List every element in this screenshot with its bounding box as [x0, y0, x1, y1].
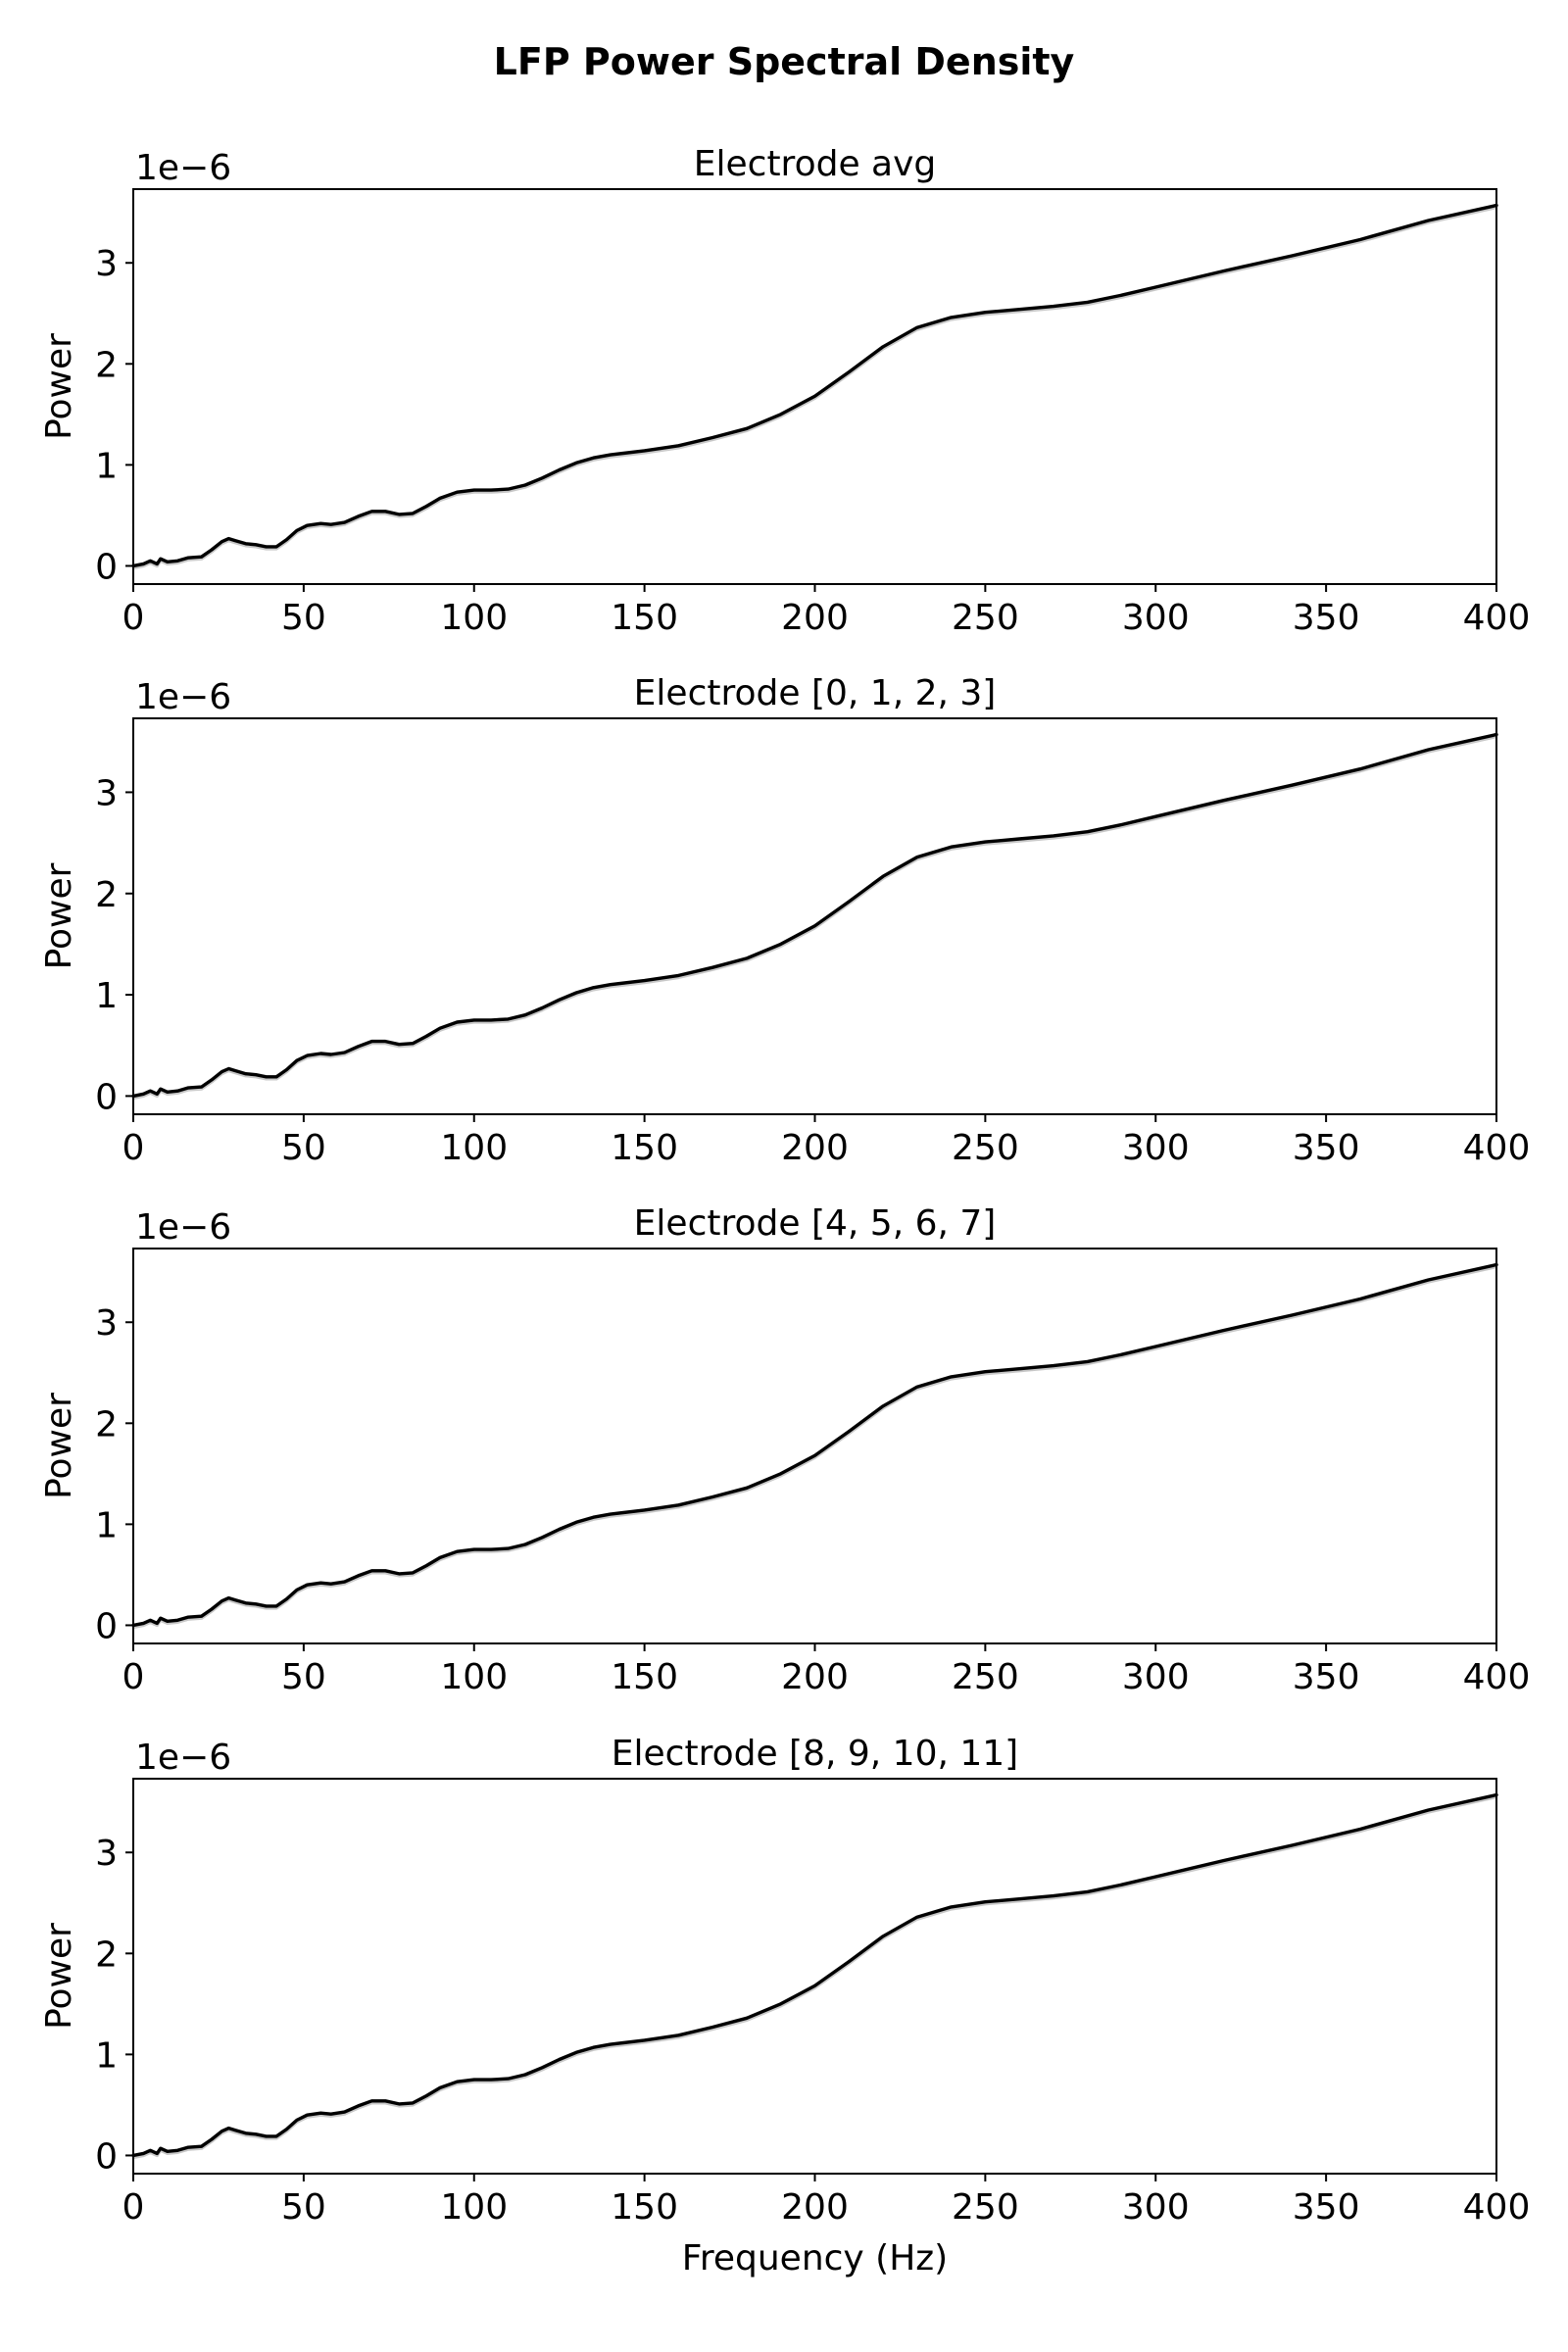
x-tick-label: 50	[281, 1657, 326, 1697]
x-tick-label: 150	[611, 598, 678, 638]
y-offset-label: 1e−6	[135, 148, 231, 188]
x-tick-label: 0	[122, 1128, 145, 1168]
x-tick-label: 300	[1122, 1657, 1190, 1697]
x-tick-label: 400	[1463, 598, 1531, 638]
y-axis-label: Power	[39, 333, 79, 440]
x-tick-label: 200	[781, 598, 849, 638]
x-tick-label: 300	[1122, 2187, 1190, 2228]
y-tick-label: 2	[95, 1935, 118, 1975]
x-tick-label: 250	[952, 1128, 1019, 1168]
x-tick-label: 150	[611, 1657, 678, 1697]
x-tick-label: 250	[952, 598, 1019, 638]
panel-title: Electrode [0, 1, 2, 3]	[634, 673, 997, 713]
x-tick-label: 350	[1293, 2187, 1360, 2228]
x-tick-label: 300	[1122, 1128, 1190, 1168]
panel-title: Electrode [8, 9, 10, 11]	[612, 1734, 1018, 1774]
x-tick-label: 200	[781, 1128, 849, 1168]
panel-title: Electrode avg	[694, 144, 937, 184]
x-tick-label: 350	[1293, 1657, 1360, 1697]
x-tick-label: 50	[281, 598, 326, 638]
x-tick-label: 200	[781, 1657, 849, 1697]
x-tick-label: 100	[440, 598, 508, 638]
y-axis-label: Power	[39, 1923, 79, 2030]
y-tick-label: 0	[95, 1077, 118, 1117]
psd-series-line	[131, 1792, 1498, 2158]
x-tick-label: 250	[952, 1657, 1019, 1697]
y-tick-label: 3	[95, 1303, 118, 1344]
panel-1: 0 50 100 150 200 250 300 350 400 0 1 2 3 1e−6 Electrod…	[39, 144, 1530, 638]
y-tick-label: 0	[95, 1606, 118, 1646]
x-tick-label: 50	[281, 1128, 326, 1168]
x-tick-label: 0	[122, 1657, 145, 1697]
y-offset-label: 1e−6	[135, 677, 231, 717]
x-tick-label: 300	[1122, 598, 1190, 638]
x-tick-label: 350	[1293, 1128, 1360, 1168]
x-tick-label: 400	[1463, 1128, 1531, 1168]
x-axis-label: Frequency (Hz)	[682, 2238, 948, 2278]
x-tick-label: 200	[781, 2187, 849, 2228]
x-tick-label: 400	[1463, 1657, 1531, 1697]
x-tick-label: 100	[440, 2187, 508, 2228]
x-tick-label: 350	[1293, 598, 1360, 638]
y-tick-label: 3	[95, 244, 118, 284]
y-axis-label: Power	[39, 862, 79, 969]
y-tick-label: 0	[95, 2136, 118, 2177]
y-tick-label: 0	[95, 547, 118, 587]
y-tick-label: 2	[95, 875, 118, 915]
psd-series-line	[131, 1262, 1498, 1628]
panel-4: 0 50 100 150 200 250 300 350 400 0 1 2 3 1e−6 Electrod…	[39, 1734, 1530, 2278]
panel-2: 0 50 100 150 200 250 300 350 400 0 1 2 3 1e−6 Electrod…	[39, 673, 1530, 1168]
y-offset-label: 1e−6	[135, 1207, 231, 1248]
psd-series-line	[131, 203, 1498, 568]
x-tick-label: 250	[952, 2187, 1019, 2228]
psd-series-line	[131, 732, 1498, 1099]
x-tick-label: 400	[1463, 2187, 1531, 2228]
y-tick-label: 1	[95, 1505, 118, 1545]
y-axis-label: Power	[39, 1393, 79, 1499]
y-offset-label: 1e−6	[135, 1738, 231, 1778]
y-tick-label: 1	[95, 976, 118, 1016]
x-tick-label: 100	[440, 1657, 508, 1697]
y-tick-label: 2	[95, 1404, 118, 1445]
y-tick-label: 1	[95, 2035, 118, 2076]
x-tick-label: 150	[611, 1128, 678, 1168]
y-tick-label: 2	[95, 345, 118, 385]
y-tick-label: 3	[95, 773, 118, 813]
panel-title: Electrode [4, 5, 6, 7]	[634, 1203, 997, 1244]
panel-3: 0 50 100 150 200 250 300 350 400 0 1 2 3 1e−6 Electrod…	[39, 1203, 1530, 1697]
x-tick-label: 0	[122, 2187, 145, 2228]
x-tick-label: 150	[611, 2187, 678, 2228]
figure-title: LFP Power Spectral Density	[494, 40, 1075, 83]
x-tick-label: 50	[281, 2187, 326, 2228]
x-tick-label: 100	[440, 1128, 508, 1168]
y-tick-label: 1	[95, 446, 118, 486]
y-tick-label: 3	[95, 1834, 118, 1874]
x-tick-label: 0	[122, 598, 145, 638]
